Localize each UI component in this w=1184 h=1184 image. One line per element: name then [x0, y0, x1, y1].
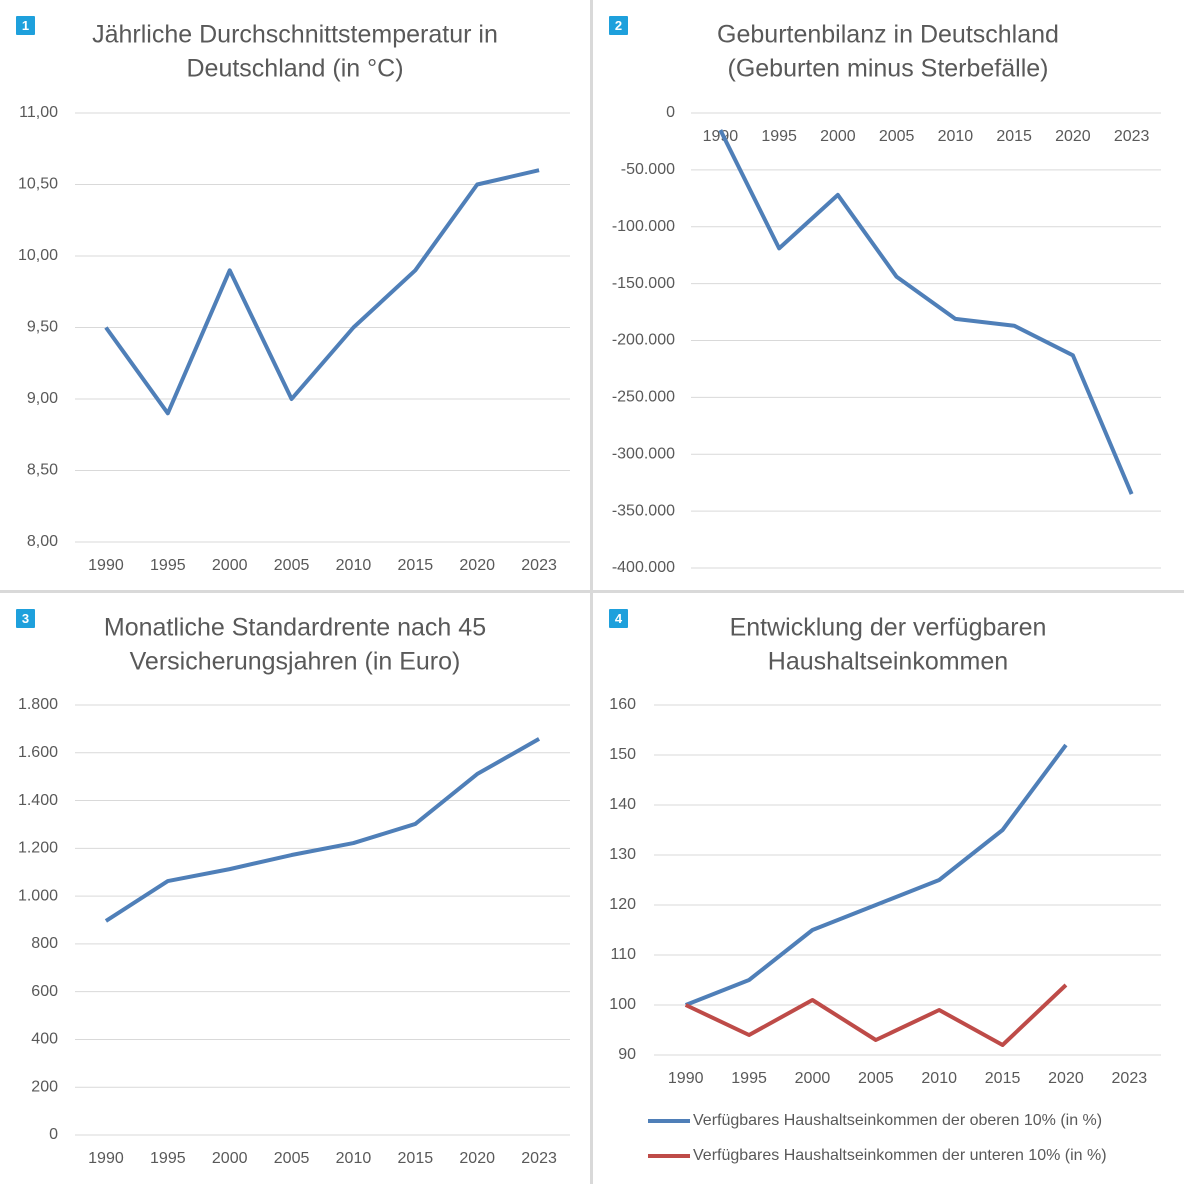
y-tick-label: 150	[609, 746, 636, 763]
badge-number: 1	[22, 18, 29, 33]
y-tick-label: 160	[609, 696, 636, 713]
y-tick-label: 11,00	[19, 104, 58, 121]
x-tick-label: 2005	[274, 1150, 310, 1167]
y-tick-label: 9,00	[27, 390, 58, 407]
y-tick-label: 1.000	[18, 887, 58, 904]
x-tick-label: 2010	[921, 1070, 957, 1087]
y-tick-label: 0	[49, 1126, 58, 1143]
x-tick-label: 1990	[668, 1070, 704, 1087]
x-tick-label: 2000	[212, 557, 248, 574]
badge-number: 4	[615, 611, 623, 626]
y-tick-label: 200	[31, 1078, 58, 1095]
y-tick-label: 9,50	[27, 319, 58, 336]
y-tick-label: -50.000	[621, 161, 675, 178]
y-tick-label: 8,00	[27, 533, 58, 550]
y-tick-label: -250.000	[612, 389, 675, 406]
y-tick-label: 90	[618, 1046, 636, 1063]
y-tick-label: -400.000	[612, 559, 675, 576]
x-tick-label: 2010	[336, 1150, 372, 1167]
data-line	[718, 129, 1134, 495]
chart-panel: 3 Monatliche Standardrente nach 45 Versich…	[0, 593, 590, 1184]
x-tick-label: 1995	[150, 557, 186, 574]
x-tick-label: 2005	[274, 557, 310, 574]
badge-number: 2	[615, 18, 622, 33]
badge-box	[609, 16, 628, 35]
x-tick-label: 2005	[858, 1070, 894, 1087]
x-tick-label: 2015	[996, 128, 1032, 145]
y-tick-label: 800	[31, 935, 58, 952]
y-tick-label: 100	[609, 996, 636, 1013]
x-tick-label: 2000	[795, 1070, 831, 1087]
chart-panel: 1 Jährliche Durchschnittstemperatur in Deu…	[0, 0, 590, 590]
badge-box	[609, 609, 628, 628]
y-tick-label: -100.000	[612, 218, 675, 235]
chart-title: Monatliche Standardrente nach 45	[104, 614, 486, 642]
y-tick-label: 10,00	[18, 247, 58, 264]
y-tick-label: 120	[609, 896, 636, 913]
x-tick-label: 1990	[703, 128, 739, 145]
y-tick-label: 600	[31, 983, 58, 1000]
chart-title: Jährliche Durchschnittstemperatur in	[92, 21, 498, 49]
chart-panel: 2 Geburtenbilanz in Deutschland (Geburten …	[593, 0, 1184, 590]
chart-title: Deutschland (in °C)	[186, 55, 403, 83]
x-tick-label: 1990	[88, 557, 124, 574]
badge-box	[16, 609, 35, 628]
x-tick-label: 2023	[521, 1150, 557, 1167]
data-line	[104, 168, 540, 416]
y-tick-label: 140	[609, 796, 636, 813]
x-tick-label: 2023	[1112, 1070, 1148, 1087]
x-tick-label: 2015	[985, 1070, 1021, 1087]
x-tick-label: 2020	[1055, 128, 1091, 145]
data-line	[684, 983, 1068, 1047]
x-tick-label: 2020	[459, 1150, 495, 1167]
data-line	[684, 743, 1068, 1007]
x-tick-label: 2015	[398, 1150, 434, 1167]
y-tick-label: 1.200	[18, 840, 58, 857]
x-tick-label: 1995	[761, 128, 797, 145]
y-tick-label: 0	[666, 104, 675, 121]
y-tick-label: 1.800	[18, 696, 58, 713]
chart-title: Versicherungsjahren (in Euro)	[130, 648, 461, 676]
x-tick-label: 1990	[88, 1150, 124, 1167]
x-tick-label: 2010	[938, 128, 974, 145]
y-tick-label: 1.600	[18, 744, 58, 761]
x-tick-label: 2020	[1048, 1070, 1084, 1087]
y-tick-label: -300.000	[612, 445, 675, 462]
y-tick-label: -350.000	[612, 502, 675, 519]
legend-label: Verfügbares Haushaltseinkommen der obere…	[693, 1112, 1102, 1129]
x-tick-label: 2015	[398, 557, 434, 574]
badge-number: 3	[22, 611, 29, 626]
chart-title: (Geburten minus Sterbefälle)	[728, 55, 1049, 83]
y-tick-label: 400	[31, 1031, 58, 1048]
x-tick-label: 1995	[731, 1070, 767, 1087]
chart-title: Entwicklung der verfügbaren	[730, 614, 1047, 642]
y-tick-label: 110	[610, 946, 636, 963]
legend-label: Verfügbares Haushaltseinkommen der unter…	[693, 1147, 1107, 1164]
badge-box	[16, 16, 35, 35]
x-tick-label: 2023	[521, 557, 557, 574]
y-tick-label: 10,50	[18, 176, 58, 193]
chart-title: Haushaltseinkommen	[768, 648, 1008, 676]
x-tick-label: 2005	[879, 128, 915, 145]
x-tick-label: 2010	[336, 557, 372, 574]
x-tick-label: 2020	[459, 557, 495, 574]
y-tick-label: 1.400	[18, 792, 58, 809]
chart-title: Geburtenbilanz in Deutschland	[717, 21, 1059, 49]
x-tick-label: 2000	[212, 1150, 248, 1167]
chart-panel: 4 Entwicklung der verfügbaren Haushaltsein…	[593, 593, 1184, 1184]
y-tick-label: -200.000	[612, 332, 675, 349]
y-tick-label: -150.000	[612, 275, 675, 292]
y-tick-label: 8,50	[27, 462, 58, 479]
y-tick-label: 130	[609, 846, 636, 863]
data-line	[104, 737, 541, 923]
x-tick-label: 2023	[1114, 128, 1150, 145]
x-tick-label: 1995	[150, 1150, 186, 1167]
x-tick-label: 2000	[820, 128, 856, 145]
